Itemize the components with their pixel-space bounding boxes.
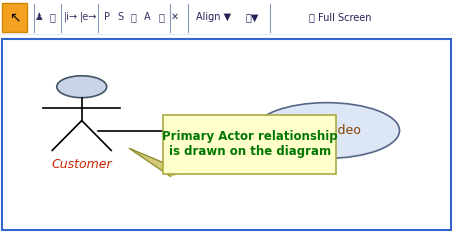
Text: ⬜: ⬜ (158, 12, 164, 22)
Text: A: A (144, 12, 151, 22)
Text: |e→: |e→ (80, 11, 97, 22)
Text: S: S (117, 12, 123, 22)
Text: P: P (104, 12, 110, 22)
Polygon shape (129, 148, 184, 176)
FancyBboxPatch shape (163, 115, 336, 174)
Text: |i→: |i→ (63, 11, 78, 22)
FancyBboxPatch shape (2, 3, 27, 32)
Ellipse shape (254, 103, 400, 158)
Circle shape (57, 76, 107, 98)
Text: ⬜ Full Screen: ⬜ Full Screen (309, 12, 372, 22)
Text: ✕: ✕ (171, 12, 179, 22)
Text: 🔧▼: 🔧▼ (245, 12, 259, 22)
Text: ⬭: ⬭ (49, 12, 55, 22)
Text: Align ▼: Align ▼ (196, 12, 231, 22)
Text: Customer: Customer (51, 158, 112, 171)
Text: ⬜: ⬜ (131, 12, 137, 22)
Text: ↖: ↖ (9, 10, 21, 24)
Text: Primary Actor relationship
is drawn on the diagram: Primary Actor relationship is drawn on t… (162, 130, 337, 158)
Text: Rent Video: Rent Video (293, 124, 361, 137)
Text: ♟: ♟ (34, 12, 43, 22)
